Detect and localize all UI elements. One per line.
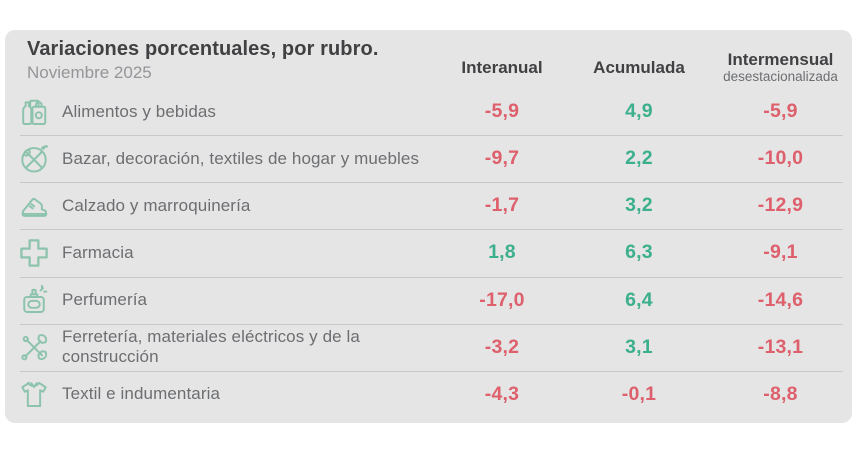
- title-block: Variaciones porcentuales, por rubro. Nov…: [5, 30, 435, 88]
- tools-icon: [16, 329, 52, 365]
- row-label: Bazar, decoración, textiles de hogar y m…: [62, 148, 420, 168]
- tableware-icon: [16, 141, 52, 177]
- shoe-icon: [16, 188, 52, 224]
- groceries-icon: [16, 94, 52, 130]
- value-acumulada: 6,4: [625, 288, 653, 311]
- value-interanual: -17,0: [479, 288, 525, 311]
- column-header-interanual: Interanual: [461, 58, 543, 78]
- value-intermensual: -9,1: [763, 241, 798, 264]
- row-label: Calzado y marroquinería: [62, 195, 251, 215]
- page-title: Variaciones porcentuales, por rubro.: [27, 38, 379, 60]
- row-label: Textil e indumentaria: [62, 384, 221, 404]
- table-header: Variaciones porcentuales, por rubro. Nov…: [5, 30, 852, 88]
- table-row: Textil e indumentaria -4,3 -0,1 -8,8: [5, 370, 852, 418]
- value-acumulada: 3,1: [625, 335, 653, 358]
- value-intermensual: -8,8: [763, 382, 798, 405]
- row-label: Ferretería, materiales eléctricos y de l…: [62, 327, 360, 367]
- row-label: Farmacia: [62, 242, 134, 262]
- table-body: Alimentos y bebidas -5,9 4,9 -5,9: [5, 88, 852, 418]
- value-interanual: 1,8: [488, 241, 516, 264]
- row-label: Alimentos y bebidas: [62, 101, 217, 121]
- table-row: Ferretería, materiales eléctricos y de l…: [5, 323, 852, 371]
- value-acumulada: 6,3: [625, 241, 653, 264]
- value-acumulada: 3,2: [625, 194, 653, 217]
- value-intermensual: -10,0: [757, 147, 804, 170]
- column-header-acumulada: Acumulada: [593, 58, 685, 78]
- page-subtitle: Noviembre 2025: [27, 63, 152, 82]
- value-interanual: -5,9: [484, 100, 520, 123]
- tshirt-icon: [16, 376, 52, 412]
- value-interanual: -9,7: [484, 147, 520, 170]
- value-interanual: -4,3: [484, 382, 520, 405]
- column-header-intermensual: Intermensual desestacionalizada: [723, 49, 838, 85]
- row-label: Perfumería: [62, 290, 148, 310]
- table-row: Perfumería -17,0 6,4 -14,6: [5, 276, 852, 324]
- value-acumulada: 2,2: [625, 147, 653, 170]
- stats-card: Variaciones porcentuales, por rubro. Nov…: [5, 30, 852, 423]
- value-intermensual: -14,6: [757, 288, 804, 311]
- table-row: Calzado y marroquinería -1,7 3,2 -12,9: [5, 182, 852, 229]
- value-intermensual: -12,9: [757, 194, 804, 217]
- value-intermensual: -13,1: [757, 335, 804, 358]
- table-row: Alimentos y bebidas -5,9 4,9 -5,9: [5, 88, 852, 135]
- value-intermensual: -5,9: [763, 100, 798, 123]
- value-interanual: -1,7: [484, 194, 520, 217]
- value-interanual: -3,2: [484, 335, 520, 358]
- table-row: Farmacia 1,8 6,3 -9,1: [5, 229, 852, 276]
- perfume-icon: [16, 282, 52, 318]
- pharmacy-cross-icon: [16, 235, 52, 271]
- value-acumulada: -0,1: [621, 382, 657, 405]
- value-acumulada: 4,9: [625, 100, 653, 123]
- table-row: Bazar, decoración, textiles de hogar y m…: [5, 135, 852, 182]
